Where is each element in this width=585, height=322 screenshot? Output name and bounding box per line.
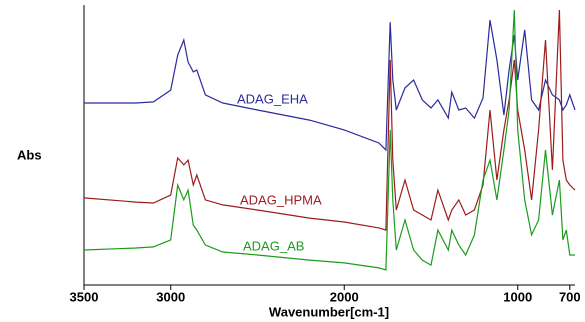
x-tick-label: 1000 bbox=[503, 289, 532, 304]
series-line bbox=[83, 9, 576, 231]
series-line bbox=[83, 9, 575, 271]
series-line bbox=[84, 19, 576, 152]
y-axis-title: Abs bbox=[17, 147, 42, 162]
series-label: ADAG_HPMA bbox=[240, 192, 322, 207]
series-label: ADAG_EHA bbox=[237, 91, 308, 106]
series-label: ADAG_AB bbox=[243, 238, 304, 253]
x-tick-label: 700 bbox=[559, 289, 581, 304]
x-tick-label: 2000 bbox=[330, 289, 359, 304]
x-tick-label: 3000 bbox=[156, 289, 185, 304]
x-axis-title: Wavenumber[cm-1] bbox=[269, 304, 389, 319]
x-tick-label: 3500 bbox=[70, 289, 99, 304]
